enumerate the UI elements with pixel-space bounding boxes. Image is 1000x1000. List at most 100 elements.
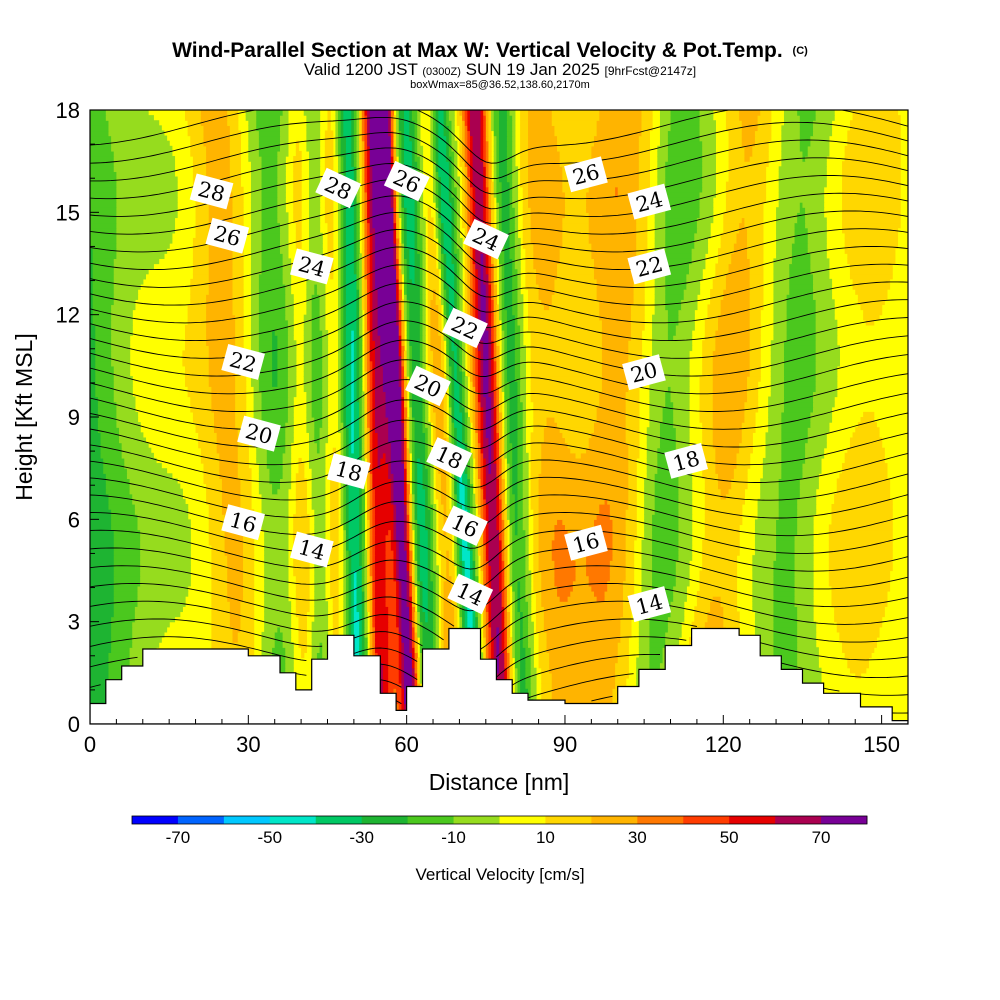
velocity-cell: [311, 498, 326, 505]
velocity-cell: [678, 478, 693, 485]
velocity-cell: [448, 432, 453, 439]
velocity-cell: [454, 411, 463, 418]
velocity-cell: [338, 370, 342, 377]
velocity-cell: [485, 621, 490, 628]
velocity-cell: [464, 621, 468, 628]
velocity-cell: [90, 565, 115, 572]
velocity-cell: [443, 519, 447, 526]
velocity-cell: [702, 447, 716, 454]
velocity-cell: [372, 647, 376, 653]
velocity-cell: [652, 514, 680, 520]
velocity-cell: [451, 370, 455, 377]
velocity-cell: [847, 447, 885, 454]
velocity-cell: [522, 437, 526, 444]
velocity-cell: [499, 637, 503, 643]
velocity-cell: [665, 396, 672, 403]
velocity-cell: [388, 657, 400, 664]
velocity-cell: [243, 544, 255, 551]
velocity-cell: [472, 575, 476, 582]
velocity-cell: [528, 642, 534, 648]
velocity-cell: [348, 534, 360, 541]
velocity-cell: [219, 468, 239, 474]
velocity-cell: [462, 478, 468, 485]
velocity-cell: [509, 514, 516, 520]
velocity-cell: [90, 457, 104, 464]
velocity-cell: [652, 544, 680, 551]
velocity-cell: [377, 437, 389, 444]
velocity-cell: [535, 616, 545, 623]
velocity-cell: [398, 580, 402, 587]
velocity-cell: [472, 422, 476, 428]
velocity-cell: [533, 509, 540, 515]
velocity-cell: [520, 616, 524, 623]
velocity-cell: [256, 457, 268, 464]
velocity-cell: [343, 386, 347, 393]
velocity-cell: [480, 452, 484, 459]
velocity-cell: [517, 524, 524, 531]
velocity-cell: [343, 406, 347, 413]
velocity-cell: [459, 488, 466, 495]
velocity-cell: [499, 391, 503, 398]
velocity-cell: [404, 370, 408, 377]
velocity-cell: [345, 570, 350, 577]
velocity-cell: [285, 652, 294, 659]
velocity-cell: [496, 473, 500, 479]
velocity-cell: [388, 626, 400, 633]
velocity-cell: [496, 657, 500, 664]
velocity-cell: [351, 590, 355, 597]
velocity-cell: [525, 585, 532, 592]
velocity-cell: [834, 611, 885, 618]
velocity-cell: [797, 657, 819, 664]
velocity-cell: [351, 442, 355, 449]
velocity-cell: [483, 498, 487, 505]
velocity-cell: [388, 529, 392, 536]
velocity-cell: [208, 370, 236, 377]
velocity-cell: [696, 601, 711, 607]
velocity-cell: [797, 616, 814, 623]
velocity-cell: [345, 493, 350, 500]
velocity-cell: [398, 555, 408, 561]
velocity-cell: [351, 411, 355, 418]
velocity-cell: [504, 616, 508, 623]
velocity-cell: [351, 376, 355, 382]
velocity-cell: [243, 596, 255, 602]
velocity-cell: [485, 565, 490, 572]
velocity-cell: [406, 360, 410, 367]
velocity-cell: [113, 570, 141, 577]
velocity-cell: [506, 437, 511, 444]
velocity-cell: [499, 447, 503, 454]
velocity-cell: [628, 503, 637, 510]
velocity-cell: [353, 637, 360, 643]
velocity-cell: [604, 596, 624, 602]
velocity-cell: [438, 503, 445, 510]
velocity-cell: [601, 376, 629, 382]
velocity-cell: [390, 463, 405, 469]
velocity-cell: [491, 463, 497, 469]
velocity-cell: [422, 406, 426, 413]
velocity-cell: [483, 422, 487, 428]
velocity-cell: [506, 611, 511, 618]
velocity-cell: [361, 457, 366, 464]
velocity-cell: [356, 596, 363, 602]
velocity-cell: [469, 457, 474, 464]
velocity-cell: [506, 442, 513, 449]
velocity-cell: [501, 514, 505, 520]
velocity-cell: [385, 452, 392, 459]
velocity-cell: [517, 381, 521, 387]
velocity-cell: [533, 427, 545, 433]
velocity-cell: [372, 396, 376, 403]
velocity-cell: [543, 626, 621, 633]
velocity-cell: [483, 478, 487, 485]
velocity-cell: [303, 386, 313, 393]
velocity-cell: [348, 498, 360, 505]
velocity-cell: [90, 550, 115, 556]
velocity-cell: [372, 447, 379, 454]
velocity-cell: [90, 478, 107, 485]
velocity-cell: [499, 386, 503, 393]
velocity-cell: [512, 637, 516, 643]
velocity-cell: [599, 401, 627, 408]
velocity-cell: [359, 503, 363, 510]
velocity-cell: [483, 452, 490, 459]
velocity-cell: [372, 621, 376, 628]
velocity-cell: [409, 503, 413, 510]
